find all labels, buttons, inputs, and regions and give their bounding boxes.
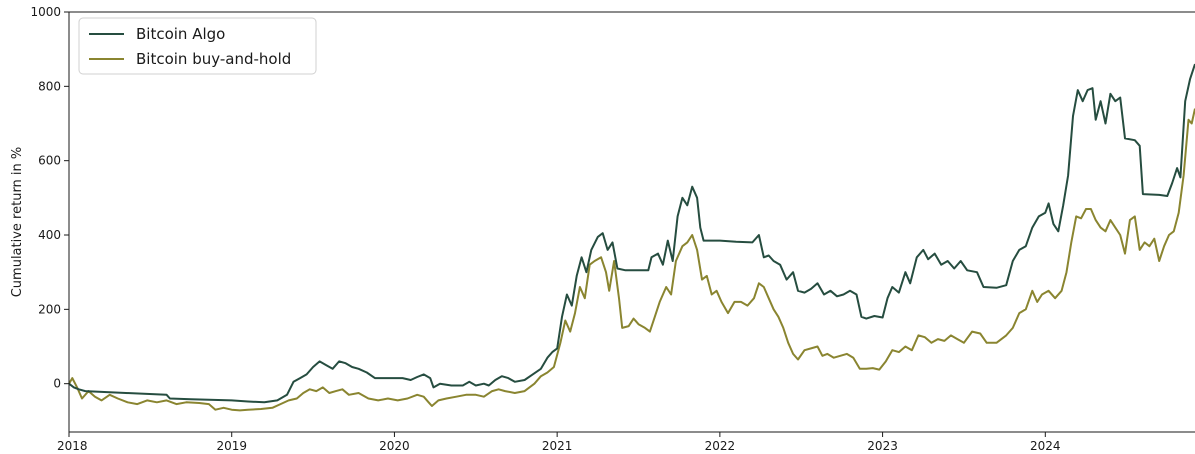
legend-box [78,17,317,75]
x-tick-label: 2020 [379,439,410,453]
legend-label-buy-hold: Bitcoin buy-and-hold [136,50,291,68]
x-ticks: 2018 2019 2020 2021 2022 2023 2024 [57,432,1061,453]
series-line-bitcoin-algo [68,63,1195,404]
x-tick-label: 2024 [1030,439,1061,453]
y-axis-title: Cumulative return in % [10,147,25,298]
y-tick-label: 400 [38,228,61,242]
legend: Bitcoin Algo Bitcoin buy-and-hold [78,17,317,75]
axes-layer [68,11,1195,433]
y-tick-label: 800 [38,79,61,93]
y-tick-label: 600 [38,154,61,168]
series-line-bitcoin-buy-and-hold [68,108,1195,412]
y-ticks: 0 200 400 600 800 1000 [30,5,69,391]
legend-label-algo: Bitcoin Algo [136,25,225,43]
series-layer [68,63,1195,412]
x-tick-label: 2022 [705,439,736,453]
x-tick-label: 2023 [867,439,898,453]
y-tick-label: 200 [38,302,61,316]
x-tick-label: 2019 [216,439,247,453]
y-tick-label: 0 [53,377,61,391]
x-tick-label: 2018 [57,439,88,453]
x-tick-label: 2021 [542,439,573,453]
y-tick-label: 1000 [30,5,61,19]
